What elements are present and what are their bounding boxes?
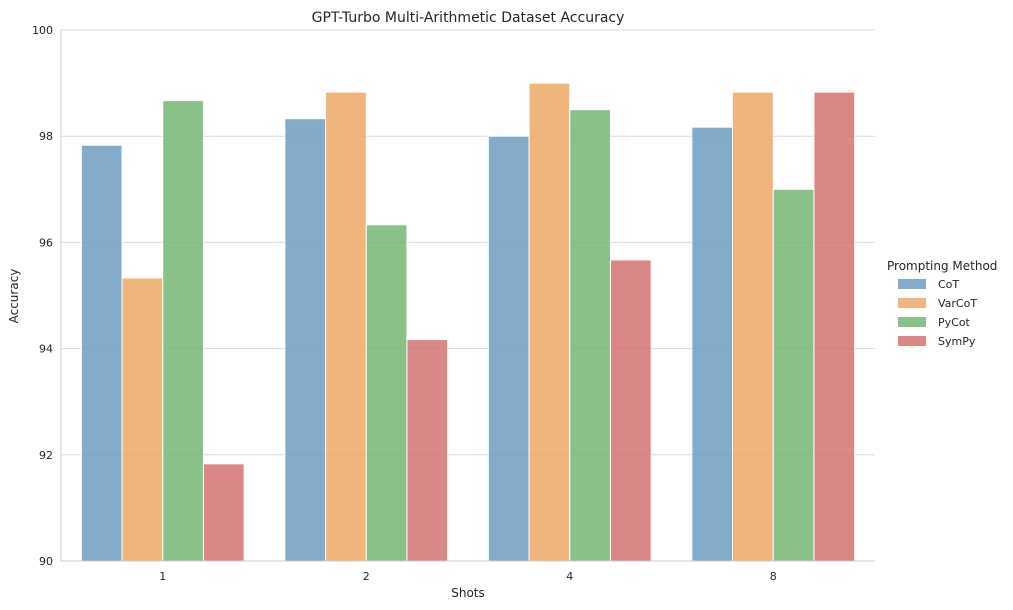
legend-label-pycot: PyCot bbox=[938, 316, 971, 329]
legend-swatch-pycot bbox=[898, 317, 926, 327]
y-axis-label: Accuracy bbox=[7, 269, 21, 324]
bar-pycot-8 bbox=[772, 188, 815, 562]
x-tick-label: 8 bbox=[770, 570, 777, 583]
x-axis-label: Shots bbox=[451, 586, 485, 600]
bar-cot-1 bbox=[80, 144, 123, 562]
bar-varcot-2 bbox=[325, 91, 367, 562]
bar-pycot-1 bbox=[162, 100, 204, 562]
legend-label-cot: CoT bbox=[938, 278, 959, 291]
bar-varcot-4 bbox=[528, 82, 571, 562]
bars bbox=[80, 82, 856, 562]
axes bbox=[60, 30, 875, 562]
bar-varcot-8 bbox=[732, 91, 774, 562]
bar-cot-4 bbox=[487, 135, 530, 562]
legend-label-sympy: SymPy bbox=[938, 335, 976, 348]
y-tick-label: 96 bbox=[39, 236, 53, 249]
x-tick-labels: 1 2 4 8 bbox=[159, 570, 777, 583]
legend-label-varcot: VarCoT bbox=[938, 297, 977, 310]
bar-sympy-8 bbox=[813, 91, 856, 562]
y-tick-labels: 90 92 94 96 98 100 bbox=[32, 24, 53, 568]
x-tick-label: 2 bbox=[363, 570, 370, 583]
x-tick-label: 4 bbox=[566, 570, 573, 583]
y-tick-label: 94 bbox=[39, 343, 53, 356]
legend-swatch-varcot bbox=[898, 298, 926, 308]
legend-swatch-cot bbox=[898, 279, 926, 289]
bar-sympy-4 bbox=[609, 259, 652, 562]
legend: Prompting Method CoT VarCoT PyCot SymPy bbox=[887, 259, 997, 348]
bar-pycot-2 bbox=[365, 224, 408, 562]
bar-sympy-1 bbox=[202, 463, 245, 562]
bar-pycot-4 bbox=[569, 109, 611, 562]
y-tick-label: 92 bbox=[39, 449, 53, 462]
bar-varcot-1 bbox=[121, 277, 164, 562]
x-tick-label: 1 bbox=[159, 570, 166, 583]
bar-cot-2 bbox=[284, 118, 327, 562]
y-tick-label: 90 bbox=[39, 555, 53, 568]
bar-sympy-2 bbox=[406, 339, 449, 562]
chart-title: GPT-Turbo Multi-Arithmetic Dataset Accur… bbox=[312, 10, 625, 26]
y-tick-label: 100 bbox=[32, 24, 53, 37]
legend-title: Prompting Method bbox=[887, 259, 997, 273]
legend-swatch-sympy bbox=[898, 336, 926, 346]
bar-cot-8 bbox=[691, 126, 734, 562]
y-tick-label: 98 bbox=[39, 130, 53, 143]
